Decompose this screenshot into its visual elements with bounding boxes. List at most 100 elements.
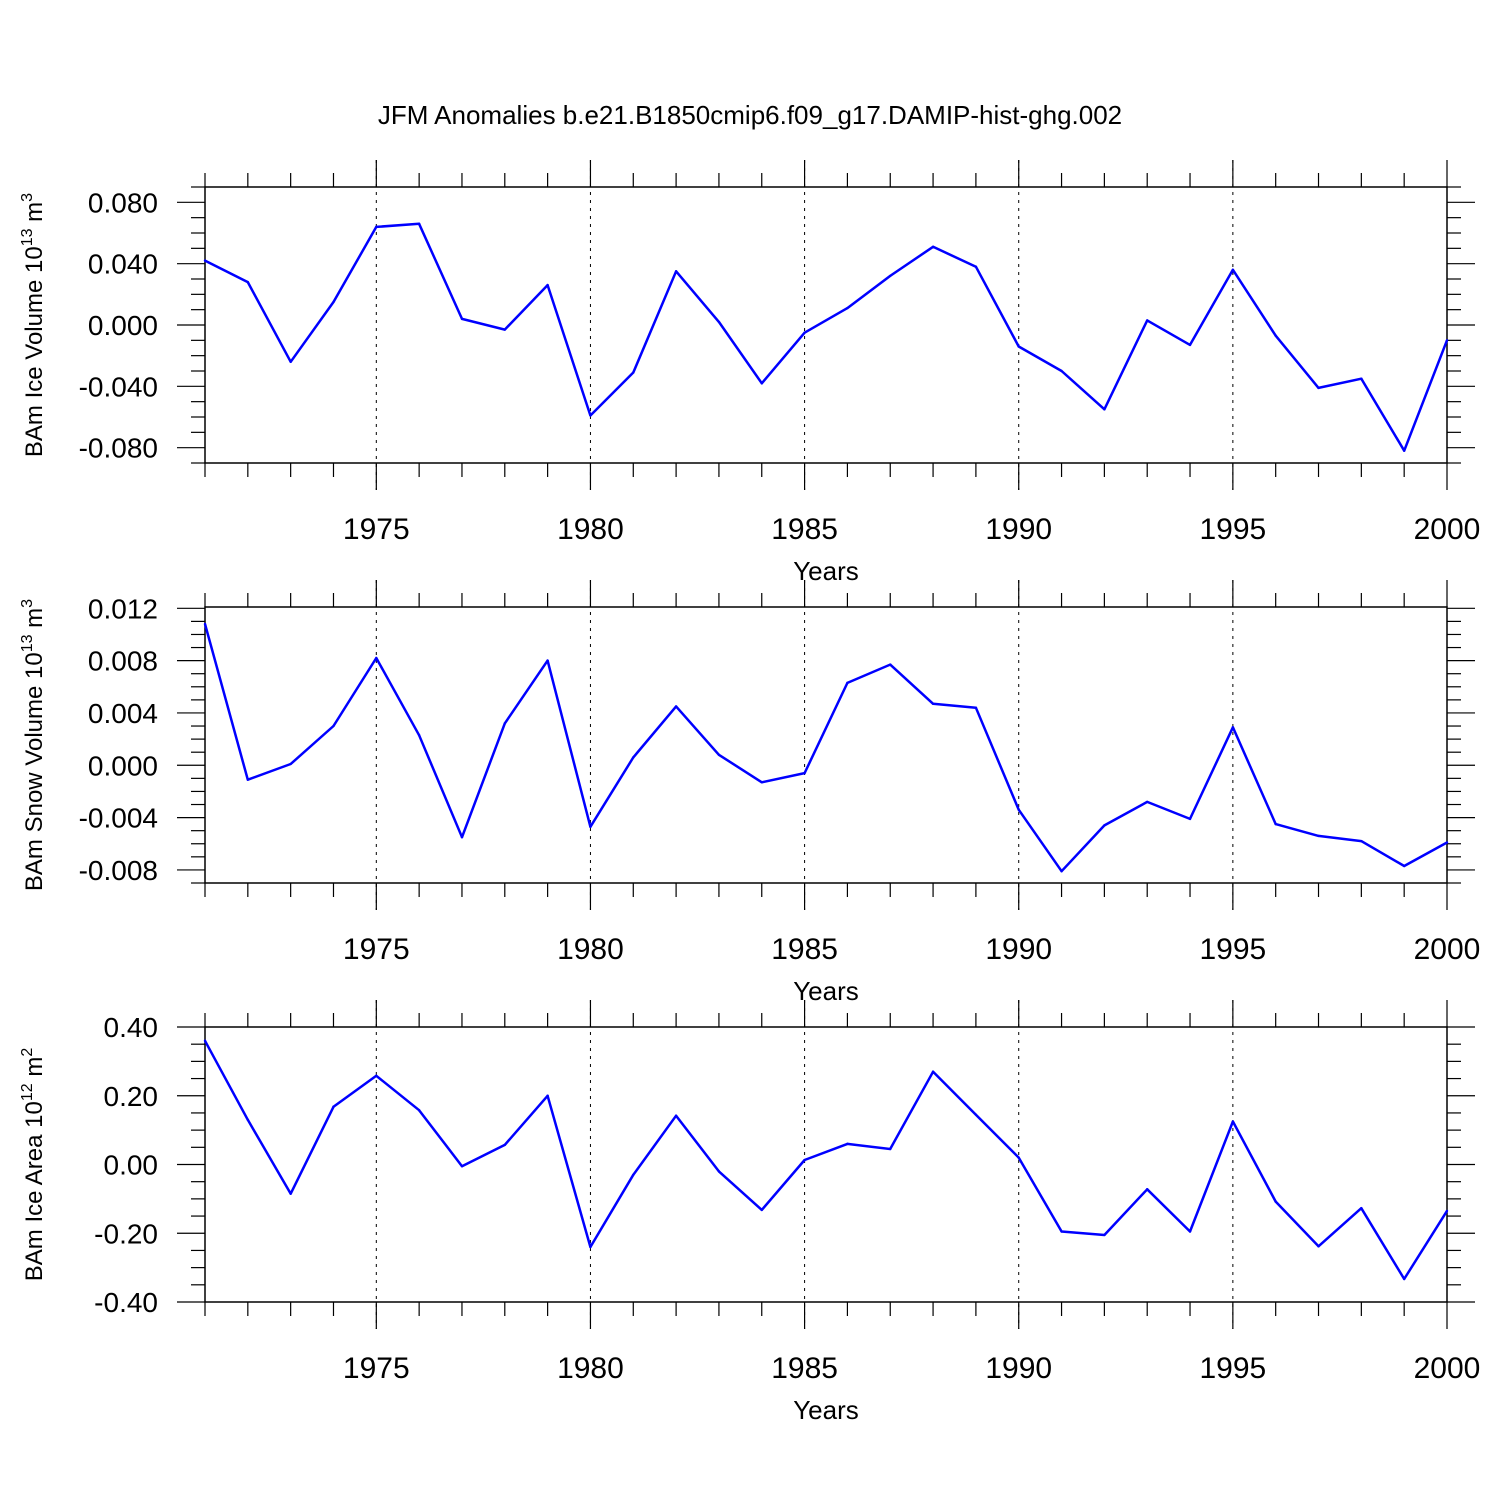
x-tick-label: 1990 xyxy=(985,933,1052,966)
x-tick-label: 1990 xyxy=(985,1352,1052,1385)
data-point xyxy=(1188,343,1192,347)
data-point xyxy=(1274,334,1277,337)
data-point xyxy=(1445,339,1449,342)
x-tick-label: 2000 xyxy=(1414,1352,1481,1385)
data-point xyxy=(546,283,549,287)
data-point xyxy=(589,1245,592,1249)
data-point xyxy=(760,382,763,385)
data-point xyxy=(589,825,592,828)
series-line xyxy=(203,623,1448,873)
data-point xyxy=(417,1108,421,1112)
data-point xyxy=(1060,1230,1063,1233)
data-point xyxy=(1317,1245,1320,1248)
y-axis-label: BAm Snow Volume 1013 m3 xyxy=(19,599,48,891)
data-point xyxy=(846,306,849,310)
x-tick-label: 1975 xyxy=(343,513,410,546)
data-point xyxy=(246,1118,250,1122)
data-point xyxy=(674,270,678,273)
data-point xyxy=(632,371,635,374)
data-point xyxy=(1017,345,1020,348)
data-point xyxy=(203,259,207,262)
data-point xyxy=(931,245,935,248)
x-tick-label: 1985 xyxy=(771,933,838,966)
series-line xyxy=(204,222,1449,452)
data-point xyxy=(803,771,806,775)
data-point xyxy=(1231,268,1235,271)
x-tick-label: 1985 xyxy=(771,1352,838,1385)
y-axis-label: BAm Ice Area 1012 m2 xyxy=(19,1048,48,1282)
data-point xyxy=(717,753,721,757)
plot-frame xyxy=(204,606,1448,884)
panel-3: 0.40 0.20 0.00 -0.20 -0.40 1975 1980 1985 1990 19… xyxy=(19,1000,1480,1425)
data-point xyxy=(974,1113,978,1116)
data-point xyxy=(760,1208,763,1212)
y-tick-label: 0.000 xyxy=(88,750,158,781)
data-point xyxy=(889,1147,892,1151)
data-point xyxy=(632,1173,635,1177)
data-point xyxy=(1060,369,1063,373)
data-point xyxy=(1103,1233,1106,1237)
y-tick-label: 0.00 xyxy=(104,1150,159,1181)
data-point xyxy=(1017,1156,1020,1159)
data-point xyxy=(1146,319,1149,322)
data-point xyxy=(931,1070,935,1073)
panel-2: 0.012 0.008 0.004 0.000 -0.004 -0.008 1975 1980… xyxy=(19,580,1480,1006)
panel-1: 0.080 0.040 0.000 -0.040 -0.080 1975 1980 1985 1… xyxy=(19,160,1480,586)
data-point xyxy=(1188,817,1192,821)
y-tick-label: -0.20 xyxy=(94,1218,158,1249)
y-axis-label: BAm Ice Volume 1013 m3 xyxy=(19,193,48,457)
y-tick-label: -0.004 xyxy=(79,803,158,834)
data-point xyxy=(546,1094,549,1097)
data-point xyxy=(417,222,421,225)
x-tick-label: 1985 xyxy=(771,513,838,546)
y-tick-label: 0.080 xyxy=(88,187,158,218)
data-point xyxy=(1274,1200,1277,1203)
data-point xyxy=(503,722,506,725)
x-tick-label: 1980 xyxy=(557,513,624,546)
x-tick-label: 1975 xyxy=(343,933,410,966)
x-tick-label: 1980 xyxy=(557,1352,624,1385)
data-point xyxy=(1360,1206,1363,1210)
data-point xyxy=(1017,808,1020,811)
data-point xyxy=(289,360,292,363)
data-point xyxy=(460,836,464,839)
x-tick-label: 1980 xyxy=(557,933,624,966)
data-point xyxy=(1103,824,1106,827)
series-line xyxy=(203,1040,1449,1281)
y-tick-label: 0.000 xyxy=(88,310,158,341)
data-point xyxy=(803,1158,806,1162)
data-point xyxy=(632,756,635,759)
data-point xyxy=(417,733,421,737)
plot-frame xyxy=(204,186,1448,464)
figure-title: JFM Anomalies b.e21.B1850cmip6.f09_g17.D… xyxy=(378,100,1122,130)
data-point xyxy=(846,681,849,685)
data-point xyxy=(289,1192,292,1195)
data-point xyxy=(674,1114,678,1117)
data-point xyxy=(1103,408,1106,411)
data-point xyxy=(1360,839,1363,843)
plot-frame xyxy=(204,1026,1448,1303)
data-point xyxy=(546,659,549,662)
data-point xyxy=(1317,834,1320,838)
data-point xyxy=(1317,386,1320,390)
y-tick-label: -0.040 xyxy=(79,371,158,402)
x-axis-label: Years xyxy=(793,556,859,586)
data-point xyxy=(674,705,678,708)
x-axis-label: Years xyxy=(793,1395,859,1425)
x-tick-label: 1995 xyxy=(1199,513,1266,546)
x-tick-label: 1975 xyxy=(343,1352,410,1385)
data-point xyxy=(1402,864,1406,868)
y-tick-label: 0.20 xyxy=(104,1081,159,1112)
x-tick-label: 2000 xyxy=(1414,513,1481,546)
data-point xyxy=(460,317,464,321)
data-point xyxy=(889,274,892,278)
x-tick-label: 1995 xyxy=(1199,933,1266,966)
data-point xyxy=(803,331,806,334)
data-point xyxy=(846,1142,849,1146)
data-point xyxy=(889,663,892,666)
data-point xyxy=(1188,1230,1192,1233)
data-point xyxy=(717,320,721,324)
data-point xyxy=(1402,1277,1406,1281)
data-point xyxy=(760,781,763,784)
data-point xyxy=(503,328,506,331)
